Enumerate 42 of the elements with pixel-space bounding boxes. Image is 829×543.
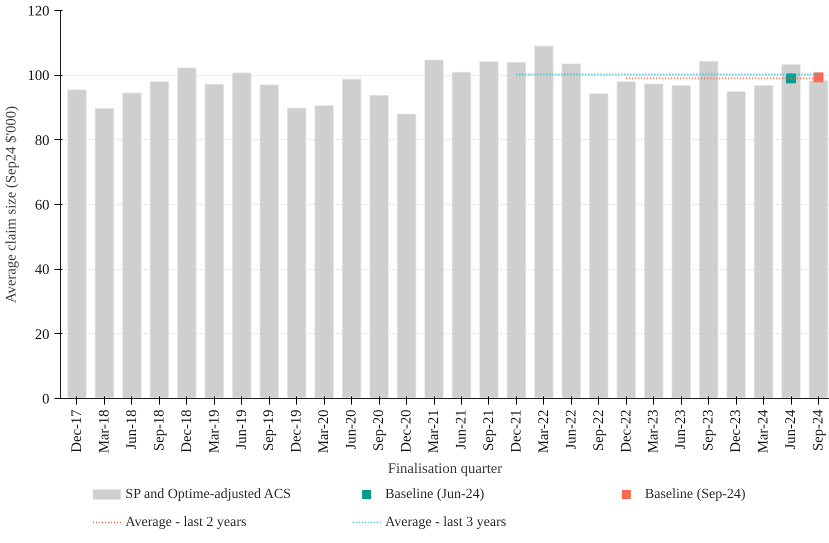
x-tick-label: Sep-21 [480,409,497,452]
x-tick-label: Mar-21 [426,409,442,454]
legend-label: Average - last 2 years [125,515,246,530]
legend-label: Baseline (Jun-24) [385,487,485,502]
y-tick-label: 60 [34,198,50,214]
legend-label: SP and Optime-adjusted ACS [125,487,291,502]
x-tick-label: Sep-23 [700,409,717,452]
x-tick-label: Sep-24 [810,408,827,452]
x-tick-label: Sep-18 [151,409,168,452]
x-tick-label: Dec-23 [728,409,744,453]
x-tick-label: Sep-22 [590,409,607,452]
x-tick-label: Dec-17 [68,409,85,453]
x-tick-label: Mar-20 [316,409,332,454]
legend-label: Baseline (Sep-24) [644,487,746,502]
x-tick-label: Mar-19 [206,409,222,454]
y-tick-label: 40 [34,262,50,278]
x-tick-label: Jun-21 [453,409,470,450]
x-tick-label: Mar-18 [96,409,112,454]
x-tick-label: Jun-22 [563,409,580,450]
y-tick-label: 0 [42,392,50,408]
y-tick-label: 120 [28,4,50,20]
x-tick-label: Dec-20 [398,409,415,453]
x-tick-label: Jun-19 [234,409,250,450]
x-tick-label: Jun-23 [673,409,690,450]
x-tick-label: Mar-22 [536,409,552,454]
x-tick-label: Mar-23 [646,409,662,454]
x-tick-label: Jun-20 [344,409,360,450]
x-tick-label: Dec-18 [178,409,195,453]
x-tick-label: Jun-24 [783,408,800,450]
x-tick-label: Sep-19 [261,409,278,452]
legend-label: Average - last 3 years [385,515,506,530]
x-tick-label: Mar-24 [756,408,772,454]
x-axis-title: Finalisation quarter [388,461,502,478]
y-tick-label: 80 [34,132,50,149]
x-tick-label: Dec-21 [508,409,524,453]
x-tick-label: Sep-20 [371,409,388,452]
x-tick-label: Jun-18 [124,409,140,450]
x-tick-label: Dec-19 [288,409,305,453]
y-tick-label: 20 [34,326,50,343]
y-axis-title: Average claim size (Sep24 $'000) [4,106,20,303]
y-tick-label: 100 [28,68,50,84]
x-tick-label: Dec-22 [618,409,634,453]
